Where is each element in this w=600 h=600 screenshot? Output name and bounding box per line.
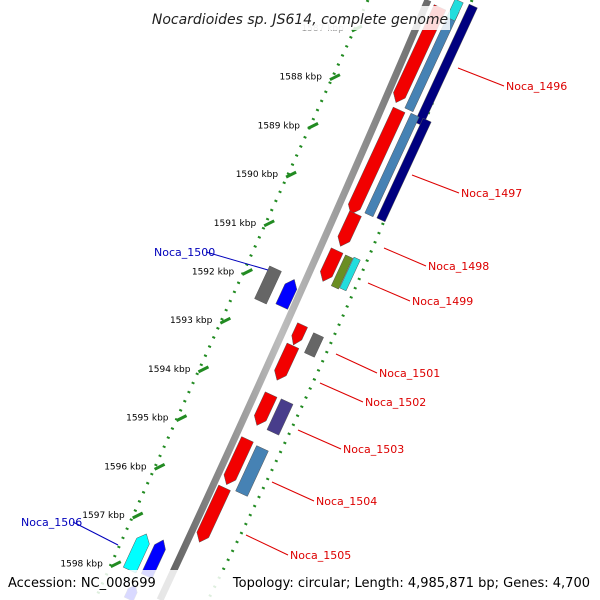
- label-leader-line: [335, 353, 378, 374]
- label-leader-line: [72, 521, 119, 546]
- gene-arrow: [275, 279, 298, 310]
- footer-background: [0, 570, 600, 600]
- tick-mark: [241, 268, 253, 276]
- gene-arrow: [348, 106, 406, 215]
- gene-arrow: [274, 342, 300, 381]
- gene-block: [364, 112, 420, 218]
- gene-label: Noca_1498: [428, 260, 489, 273]
- gene-arrow: [337, 210, 362, 247]
- tick-label: 1595 kbp: [126, 414, 169, 424]
- gene-arrow: [254, 391, 278, 426]
- gene-label: Noca_1496: [506, 80, 567, 93]
- gene-block: [254, 265, 282, 305]
- tick-mark: [153, 462, 166, 471]
- tick-label: 1591 kbp: [214, 219, 257, 229]
- gene-block: [266, 398, 294, 436]
- gene-block: [235, 445, 269, 497]
- tick-label: 1596 kbp: [104, 462, 147, 472]
- map-title: Nocardioides sp. JS614, complete genome: [152, 12, 448, 28]
- label-leader-line: [457, 67, 505, 87]
- gene-label: Noca_1500: [154, 246, 215, 259]
- tick-label: 1594 kbp: [148, 365, 191, 375]
- tick-mark: [285, 170, 297, 179]
- topology-text: Topology: circular; Length: 4,985,871 bp…: [232, 576, 590, 591]
- gene-label: Noca_1506: [21, 516, 82, 529]
- tick-label: 1597 kbp: [82, 511, 125, 521]
- tick-label: 1589 kbp: [258, 121, 301, 131]
- gene-arrow: [320, 247, 344, 282]
- tick-mark: [219, 316, 232, 325]
- label-leader-line: [367, 282, 411, 302]
- label-leader-line: [271, 481, 315, 502]
- tick-label: 1590 kbp: [236, 170, 279, 180]
- inner-dotted-ring: [93, 0, 370, 600]
- gene-label: Noca_1497: [461, 187, 522, 200]
- label-leader-line: [319, 382, 364, 403]
- tick-mark: [197, 365, 210, 374]
- gene-label: Noca_1505: [290, 549, 351, 562]
- tick-mark: [263, 219, 275, 228]
- label-leader-line: [245, 534, 289, 556]
- gene-label: Noca_1501: [379, 367, 440, 380]
- gene-block: [339, 256, 361, 292]
- accession-text: Accession: NC_008699: [8, 576, 156, 591]
- gene-label: Noca_1503: [343, 443, 404, 456]
- tick-mark: [110, 560, 122, 569]
- gene-label: Noca_1502: [365, 396, 426, 409]
- label-leader-line: [383, 247, 427, 267]
- gene-label: Noca_1499: [412, 295, 473, 308]
- label-leader-line: [297, 429, 342, 450]
- tick-mark: [175, 414, 188, 422]
- tick-label: 1592 kbp: [192, 268, 235, 278]
- gene-label: Noca_1504: [316, 495, 377, 508]
- title-background: [150, 6, 450, 30]
- label-leader-line: [411, 174, 460, 194]
- gene-block: [304, 332, 324, 358]
- tick-label: 1588 kbp: [280, 73, 323, 83]
- label-leader-line: [205, 251, 269, 271]
- tick-label: 1598 kbp: [60, 560, 103, 570]
- tick-label: 1593 kbp: [170, 316, 213, 326]
- tick-mark: [132, 511, 144, 520]
- feature-layer: [122, 0, 478, 600]
- gene-arrow: [291, 322, 308, 346]
- genome-backbone: [156, 0, 432, 600]
- gene-arrow: [223, 436, 254, 486]
- gene-arrow: [196, 484, 231, 543]
- tick-mark: [307, 122, 319, 130]
- gene-block: [330, 254, 354, 290]
- tick-mark: [329, 73, 341, 82]
- gene-block: [376, 117, 432, 223]
- gene-label-layer: Noca_1496 Noca_1497 Noca_1498 Noca_1499 Noca…: [21, 67, 567, 562]
